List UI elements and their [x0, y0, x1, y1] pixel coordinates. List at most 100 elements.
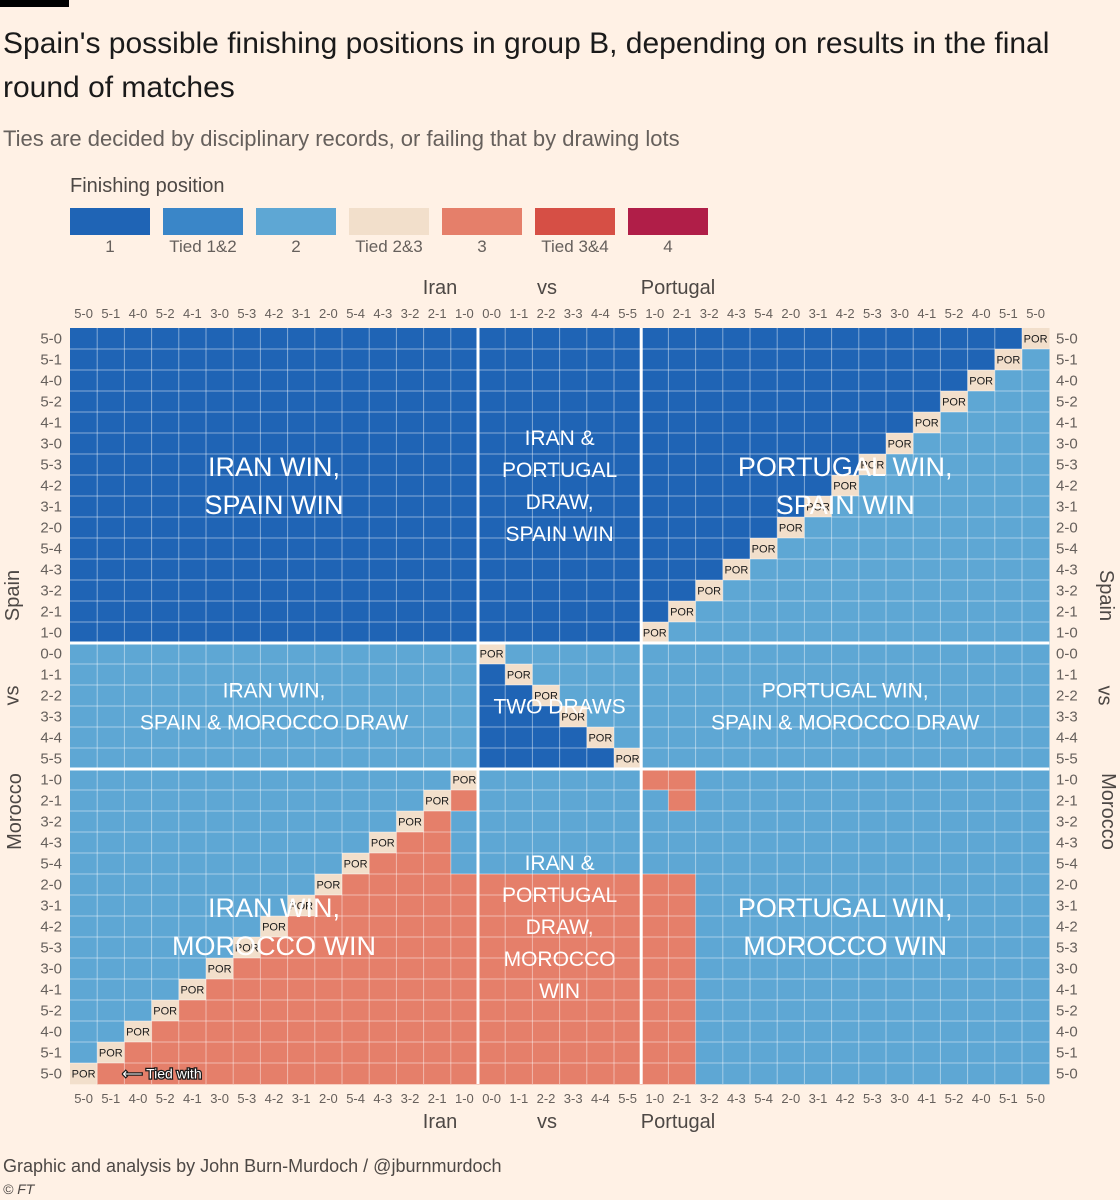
heatmap-cell	[369, 517, 397, 539]
heatmap-cell	[668, 706, 696, 728]
heatmap-cell	[423, 748, 452, 770]
heatmap-cell	[913, 433, 941, 455]
heatmap-cell	[804, 1042, 832, 1064]
heatmap-cell	[831, 874, 860, 896]
heatmap-cell	[396, 412, 424, 434]
heatmap-cell	[668, 1000, 696, 1022]
heatmap-cell	[586, 349, 615, 371]
heatmap-cell	[831, 832, 860, 854]
y-tick-label-left: 5-4	[40, 541, 62, 558]
heatmap-cell	[532, 811, 560, 833]
heatmap-cell	[913, 706, 941, 728]
heatmap-cell	[559, 706, 588, 728]
heatmap-cell	[695, 916, 724, 938]
heatmap-cell	[886, 622, 914, 644]
heatmap-cell	[151, 727, 180, 749]
heatmap-cell	[206, 643, 234, 665]
heatmap-cell	[287, 391, 316, 413]
heatmap-cell	[70, 937, 98, 959]
x-tick-label-bottom: 1-0	[645, 1091, 664, 1106]
heatmap-cell	[97, 769, 125, 791]
heatmap-cell	[722, 349, 751, 371]
por-label: POR	[208, 964, 232, 976]
heatmap-cell	[97, 349, 125, 371]
heatmap-cell	[178, 412, 207, 434]
heatmap-cell	[858, 979, 887, 1001]
heatmap-cell	[586, 664, 615, 686]
heatmap-cell	[70, 370, 98, 392]
heatmap-cell	[994, 853, 1023, 875]
y-tick-label-left: 1-0	[40, 772, 62, 789]
y-tick-label-right: 3-1	[1056, 499, 1078, 516]
x-axis-word-vs-bottom: vs	[537, 1111, 557, 1133]
x-tick-label-top: 3-2	[700, 306, 719, 321]
heatmap-cell	[940, 895, 968, 917]
heatmap-cell	[913, 580, 941, 602]
y-tick-label-left: 2-0	[40, 877, 62, 894]
heatmap-cell	[233, 328, 261, 350]
heatmap-cell	[994, 1042, 1023, 1064]
x-tick-label-bottom: 4-2	[265, 1091, 284, 1106]
heatmap-cell	[967, 1021, 996, 1043]
heatmap-cell	[505, 454, 533, 476]
heatmap-cell	[532, 328, 560, 350]
heatmap-cell	[206, 538, 234, 560]
heatmap-cell	[940, 790, 968, 812]
heatmap-cell	[668, 538, 696, 560]
heatmap-cell	[1022, 454, 1050, 476]
heatmap-cell	[695, 559, 724, 581]
heatmap-cell	[940, 1042, 968, 1064]
heatmap-cell	[396, 433, 424, 455]
heatmap-cell	[614, 496, 642, 518]
heatmap-cell	[423, 832, 452, 854]
heatmap-cell	[450, 1063, 479, 1085]
y-tick-label-left: 1-1	[40, 667, 62, 684]
heatmap-cell	[396, 769, 424, 791]
heatmap-cell	[858, 496, 887, 518]
heatmap-cell	[233, 979, 261, 1001]
heatmap-cell	[124, 685, 152, 707]
heatmap-cell	[722, 538, 751, 560]
heatmap-cell	[396, 496, 424, 518]
heatmap-cell	[1022, 433, 1050, 455]
legend-swatch-1	[70, 208, 150, 235]
heatmap-cell	[450, 979, 479, 1001]
heatmap-cell	[586, 685, 615, 707]
y-tick-label-left: 4-0	[40, 1024, 62, 1041]
heatmap-cell	[314, 538, 343, 560]
heatmap-cell	[97, 580, 125, 602]
heatmap-cell	[396, 1063, 424, 1085]
heatmap-cell	[233, 1000, 261, 1022]
heatmap-cell	[586, 370, 615, 392]
heatmap-cell	[260, 748, 288, 770]
heatmap-cell	[777, 832, 805, 854]
heatmap-cell	[532, 517, 560, 539]
heatmap-cell	[478, 769, 506, 791]
heatmap-cell	[668, 601, 696, 623]
region-label-line: DRAW,	[526, 491, 594, 514]
heatmap-cell	[668, 874, 696, 896]
heatmap-cell	[369, 769, 397, 791]
heatmap-cell	[886, 475, 914, 497]
heatmap-cell	[994, 958, 1023, 980]
heatmap-cell	[668, 832, 696, 854]
heatmap-cell	[913, 727, 941, 749]
region-label-line: IRAN &	[525, 427, 595, 450]
heatmap-cell	[287, 454, 316, 476]
heatmap-cell	[206, 601, 234, 623]
heatmap-cell	[886, 937, 914, 959]
heatmap-cell	[396, 937, 424, 959]
heatmap-cell	[886, 580, 914, 602]
heatmap-cell	[423, 727, 452, 749]
x-tick-label-bottom: 3-0	[210, 1091, 229, 1106]
heatmap-cell	[532, 601, 560, 623]
heatmap-cell	[668, 790, 696, 812]
y-tick-label-left: 2-0	[40, 520, 62, 537]
por-label: POR	[534, 691, 558, 703]
heatmap-cell	[940, 916, 968, 938]
heatmap-cell	[804, 811, 832, 833]
heatmap-cell	[505, 538, 533, 560]
heatmap-cell	[886, 979, 914, 1001]
heatmap-cell	[940, 937, 968, 959]
